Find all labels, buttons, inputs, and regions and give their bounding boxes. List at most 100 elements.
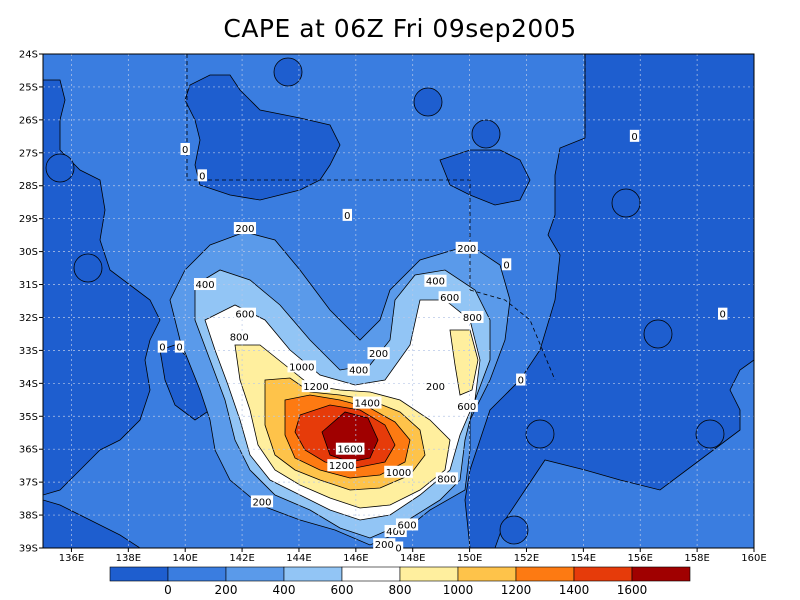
- y-tick-label: 30S: [19, 247, 38, 258]
- x-tick-label: 140E: [172, 553, 197, 564]
- contour-label-bg: [373, 538, 396, 551]
- contour-label-bg: [197, 169, 207, 182]
- contour-label-text: 0: [503, 260, 509, 271]
- contour-label-bg: [347, 363, 370, 376]
- x-tick-label: 142E: [229, 553, 254, 564]
- y-tick-label: 33S: [19, 346, 38, 357]
- contour-label-text: 1200: [303, 382, 328, 393]
- colorbar-swatch: [225, 566, 285, 582]
- contour-label-text: 1400: [354, 399, 379, 410]
- contour-label-bg: [352, 396, 382, 409]
- x-tick-label: 152E: [514, 553, 539, 564]
- contour-label-text: 1600: [337, 445, 362, 456]
- contour-label: 0: [197, 169, 207, 182]
- contour-label-text: 200: [252, 497, 271, 508]
- colorbar-label: 1200: [501, 583, 532, 597]
- contour-label-text: 600: [235, 310, 254, 321]
- contour-label-bg: [455, 241, 478, 254]
- contour-label-text: 0: [720, 310, 726, 321]
- contour-label-text: 800: [463, 313, 482, 324]
- contour-label: 0: [157, 340, 168, 354]
- map-title: CAPE at 06Z Fri 09sep2005: [223, 14, 577, 43]
- contour-label: 0: [180, 143, 190, 156]
- contour-label-text: 0: [176, 343, 182, 354]
- contour-label-bg: [157, 340, 168, 353]
- contour-label-bg: [435, 472, 458, 485]
- y-tick-label: 39S: [19, 544, 38, 555]
- y-tick-label: 29S: [19, 214, 38, 225]
- y-tick-label: 38S: [19, 511, 38, 522]
- contour-label-text: 0: [344, 211, 350, 222]
- contour-label-bg: [327, 459, 356, 472]
- contour-label-bg: [438, 291, 461, 304]
- negative-blobs: [45, 57, 725, 545]
- contour-label-bg: [287, 360, 317, 373]
- contour-label-bg: [424, 380, 447, 393]
- contour-label: 400: [347, 363, 370, 377]
- x-tick-label: 136E: [59, 553, 84, 564]
- contour-label: 1200: [301, 380, 331, 393]
- contour-label-bg: [233, 222, 257, 235]
- x-tick-label: 158E: [684, 553, 709, 564]
- contour-label-text: 400: [386, 527, 405, 538]
- contour-label-bg: [180, 143, 190, 156]
- contour-label: 200: [367, 347, 390, 360]
- contour-label-text: 600: [397, 520, 416, 531]
- contour-label-bg: [250, 495, 274, 508]
- colorbar-label: 600: [331, 583, 354, 597]
- contour-label: 600: [438, 291, 461, 304]
- contour-label: 800: [228, 330, 251, 344]
- contour-label: 200: [250, 495, 274, 508]
- contour-label-bg: [455, 399, 478, 412]
- contour-label-bg: [335, 442, 365, 455]
- contour-label-bg: [395, 518, 419, 531]
- x-tick-label: 156E: [628, 553, 653, 564]
- colorbar-swatch: [399, 566, 459, 582]
- contour-label: 1000: [384, 465, 413, 479]
- colorbar-swatch: [457, 566, 517, 582]
- y-tick-label: 27S: [19, 148, 38, 159]
- colorbar-swatch: [631, 566, 691, 582]
- contour-label-bg: [174, 340, 185, 353]
- region-south-west: [43, 499, 141, 548]
- colorbar-swatch: [109, 566, 169, 582]
- colorbar-label: 400: [273, 583, 296, 597]
- colorbar: 0 200 400 600 800 1000 1200 1400 1600: [109, 566, 691, 597]
- state-borders: [186, 54, 586, 381]
- contour-label-text: 600: [457, 402, 476, 413]
- x-tick-label: 144E: [286, 553, 311, 564]
- contour-label: 800: [435, 472, 458, 485]
- y-tick-label: 35S: [19, 412, 38, 423]
- contour-label: 600: [233, 307, 257, 321]
- colorbar-label: 200: [215, 583, 238, 597]
- contour-label: 0: [516, 373, 526, 387]
- x-tick-label: 154E: [571, 553, 596, 564]
- contour-label: 0: [629, 129, 640, 143]
- colorbar-label: 800: [389, 583, 412, 597]
- y-tick-label: 28S: [19, 181, 38, 192]
- contour-label-bg: [718, 307, 728, 320]
- contour-label-text: 1200: [329, 461, 354, 472]
- contour-label: 0: [174, 340, 185, 354]
- negative-regions: [43, 54, 754, 548]
- contour-label: 1000: [287, 360, 317, 373]
- contour-label: 0: [393, 541, 404, 555]
- x-tick-label: 160E: [741, 553, 766, 564]
- contour-label-text: 200: [369, 349, 388, 360]
- contour-label-text: 400: [196, 280, 215, 291]
- contour-label: 1400: [352, 396, 382, 410]
- region-west-coast: [43, 79, 161, 496]
- contour-label: 800: [461, 310, 484, 324]
- contour-label-bg: [461, 310, 484, 323]
- x-tick-label: 150E: [457, 553, 482, 564]
- contour-label-text: 0: [395, 544, 401, 555]
- contour-label-text: 1000: [386, 468, 411, 479]
- y-tick-label: 24S: [19, 50, 38, 61]
- y-tick-label: 31S: [19, 280, 38, 291]
- x-axis: 136E 138E 140E 142E 144E 146E 148E 150E 152E 154E…: [59, 548, 767, 564]
- contour-label: 0: [718, 307, 728, 321]
- contour-label-text: 200: [426, 382, 445, 393]
- y-tick-label: 25S: [19, 82, 38, 93]
- contour-label-text: 600: [440, 293, 459, 304]
